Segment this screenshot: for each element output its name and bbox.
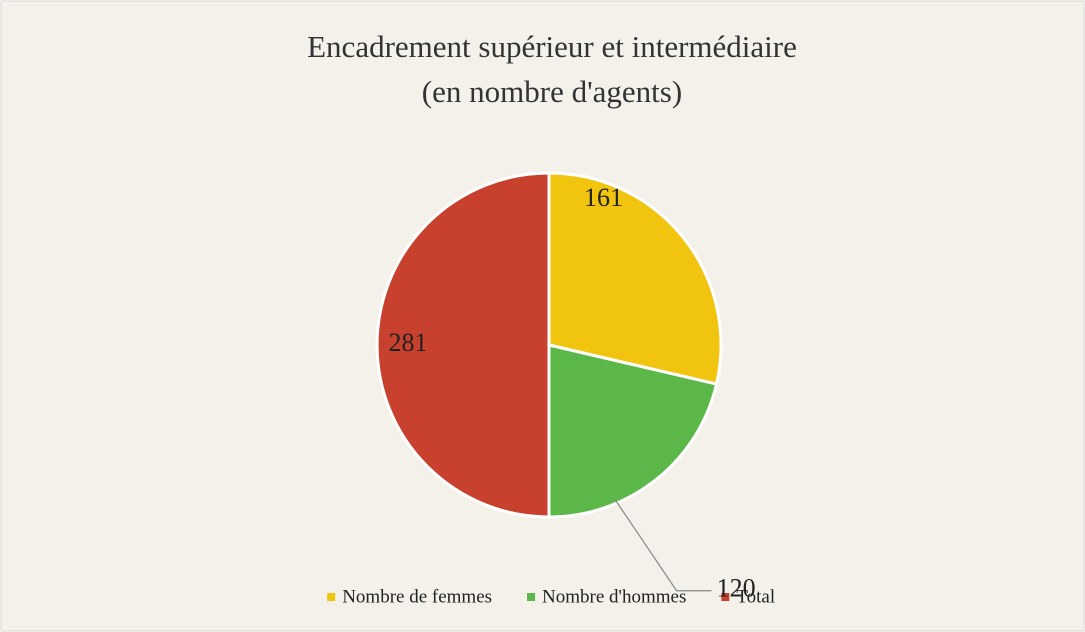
legend-label: Total <box>736 586 775 607</box>
legend-swatch <box>721 593 730 601</box>
legend-swatch <box>527 593 536 601</box>
chart-title: Encadrement supérieur et intermédiaire <box>307 29 797 64</box>
chart-title: (en nombre d'agents) <box>422 74 682 109</box>
pie-slice <box>547 343 719 519</box>
legend-label: Nombre de femmes <box>342 586 492 607</box>
legend-swatch <box>327 593 336 601</box>
data-label: 281 <box>388 328 427 357</box>
data-label: 120 <box>717 574 756 603</box>
pie-slice <box>547 171 723 386</box>
data-label: 161 <box>584 183 623 212</box>
pie-slice <box>375 171 551 519</box>
leader-line <box>613 498 712 592</box>
legend-label: Nombre d'hommes <box>542 586 686 607</box>
